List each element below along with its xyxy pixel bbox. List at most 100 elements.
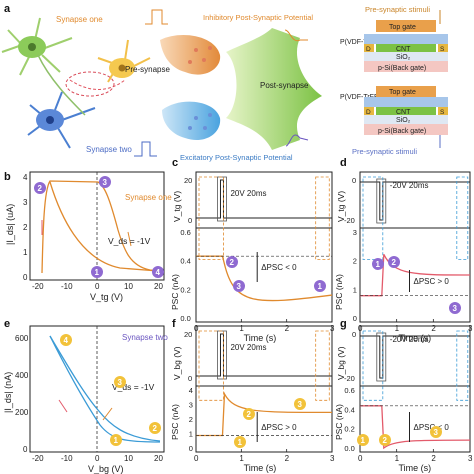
panel_c-dashed-box-left [198, 176, 224, 260]
panel_g-psc-trace [360, 405, 471, 450]
tick-b-x-4: 20 [154, 282, 163, 291]
ipsp-trace [284, 29, 308, 42]
svg-text:2: 2 [247, 410, 252, 419]
xlabel-e: V_bg (V) [88, 464, 124, 474]
panel-label-f: f [172, 318, 176, 330]
svg-text:3: 3 [118, 378, 123, 387]
panel_g-xtick-1: 1 [395, 454, 400, 463]
panel_c-ytick-bottom-2: 0.4 [180, 257, 190, 266]
svg-text:3: 3 [298, 400, 303, 409]
svg-text:CNT: CNT [396, 109, 411, 116]
svg-text:3: 3 [434, 428, 439, 437]
panel_d-xtick-2: 2 [431, 324, 436, 333]
panel_c-delta-label: ΔPSC < 0 [261, 263, 297, 272]
panel_d-ylabel-top: V_tg (V) [336, 191, 346, 222]
panel_g-ytick-top-0: -20 [344, 374, 355, 383]
panel_d-ytick-bottom-1: 1 [353, 285, 357, 294]
svg-text:4: 4 [64, 336, 69, 345]
svg-text:2: 2 [153, 424, 158, 433]
panel_f-ytick-bottom-1: 1 [189, 430, 193, 439]
panel_d-ytick-bottom-0: 0 [353, 314, 357, 323]
panel_d-dashed-box-right [456, 176, 469, 260]
panel_d-ylabel-bottom: PSC (nA) [334, 274, 344, 310]
xlabel-b: V_tg (V) [90, 292, 123, 302]
panel_c-pulse-trace [196, 179, 332, 219]
panel_d-dashed-box-left [362, 176, 384, 260]
panel_e-marker-3: 3 [114, 376, 126, 388]
tick-e-x-1: -10 [61, 454, 73, 463]
panel_f-psc-trace [196, 391, 333, 437]
svg-text:S: S [440, 46, 445, 53]
panel_c-pulse-box [217, 176, 227, 222]
panel_g-bottom-frame [359, 385, 471, 453]
panel_f-pulse-trace [196, 333, 332, 377]
panel_c-ytick-top-0: 0 [188, 216, 192, 225]
panel_f-xtick-0: 0 [194, 454, 199, 463]
svg-text:3: 3 [237, 282, 242, 291]
panel_d-ytick-top-0: -20 [344, 216, 355, 225]
panel_c-xtick-2: 2 [285, 324, 290, 333]
panel_f-dashed-box-right [315, 330, 330, 401]
panel_c-marker-1: 1 [314, 280, 326, 292]
panel_e-marker-2: 2 [149, 422, 161, 434]
tick-e-y-1: 200 [15, 408, 29, 417]
panel_b-marker-2: 2 [34, 182, 46, 194]
panel_g-ytick-bottom-3: 0.6 [344, 386, 354, 395]
panel_d-psc-trace [360, 254, 471, 297]
panel_d-ytick-bottom-3: 3 [353, 228, 357, 237]
vds-e: V_ds = -1V [112, 382, 155, 392]
panel-label-b: b [4, 171, 11, 183]
panel_g-pulse-label: -20V 20ms [390, 335, 429, 344]
panel_e-marker-1: 1 [110, 434, 122, 446]
device-stack-top: Top gate P(VDF-TrFE) D CNT S SiO₂ p-Si(B… [340, 20, 448, 72]
ylabel-e: |I_ds| (nA) [3, 372, 13, 413]
svg-text:1: 1 [114, 436, 119, 445]
panel_d-marker-1: 1 [372, 258, 384, 270]
svg-text:SiO₂: SiO₂ [396, 54, 411, 61]
svg-text:P(VDF-TrFE): P(VDF-TrFE) [340, 94, 381, 101]
tick-e-y-0: 0 [23, 445, 28, 454]
panel_c-ylabel-bottom: PSC (nA) [170, 274, 180, 310]
panel_g-ytick-bottom-1: 0.2 [344, 425, 354, 434]
svg-text:1: 1 [376, 260, 381, 269]
panel_d-ytick-bottom-2: 2 [353, 257, 357, 266]
panel_f-pulse-box [217, 330, 227, 380]
panel_b-marker-3: 3 [99, 176, 111, 188]
panel_f-marker-2: 2 [243, 408, 255, 420]
panel_f-marker-3: 3 [294, 398, 306, 410]
ipsp-label: Inhibitory Post-Synaptic Potential [203, 13, 313, 22]
svg-text:3: 3 [103, 178, 108, 187]
panel_d-delta-label: ΔPSC > 0 [414, 277, 450, 286]
panel_c-marker-2: 2 [226, 256, 238, 268]
vesicles-top [188, 46, 212, 64]
panel_d-xlabel: Time (s) [399, 333, 432, 343]
panel_g-marker-3: 3 [430, 426, 442, 438]
curve-e-upper [49, 335, 161, 442]
zoom-ellipse [65, 71, 115, 97]
tick-e-x-2: 0 [95, 454, 100, 463]
panel_g-xtick-0: 0 [358, 454, 363, 463]
svg-text:2: 2 [230, 258, 235, 267]
panel_d-marker-3: 3 [449, 302, 461, 314]
panel_c-dashed-box-right [315, 176, 330, 260]
synapse-one-label: Synapse one [56, 15, 103, 24]
panel_c-ytick-top-1: 20 [184, 176, 192, 185]
panel_g-marker-1: 1 [357, 434, 369, 446]
svg-text:D: D [366, 109, 371, 116]
ylabel-b: |I_ds| (uA) [5, 204, 15, 245]
panel_c-ytick-bottom-3: 0.6 [180, 228, 190, 237]
panel_f-ytick-top-1: 20 [184, 330, 192, 339]
svg-text:1: 1 [318, 282, 323, 291]
tick-e-x-0: -20 [32, 454, 44, 463]
arrow-e-red [58, 399, 68, 413]
pulse-icon-one [145, 9, 168, 25]
panel_f-xtick-1: 1 [239, 454, 244, 463]
curve-e-lower [49, 335, 161, 443]
panel_g-xtick-2: 2 [431, 454, 436, 463]
panel_g-marker-2: 2 [379, 434, 391, 446]
tick-e-x-4: 20 [154, 454, 163, 463]
plot-e: -20 -10 0 10 20 0 200 400 600 V_bg (V) |… [3, 325, 168, 474]
panel_f-ytick-bottom-4: 4 [189, 386, 193, 395]
epsp-label: Excitatory Post-Synaptic Potential [180, 153, 293, 162]
panel_g-xtick-3: 3 [468, 454, 473, 463]
